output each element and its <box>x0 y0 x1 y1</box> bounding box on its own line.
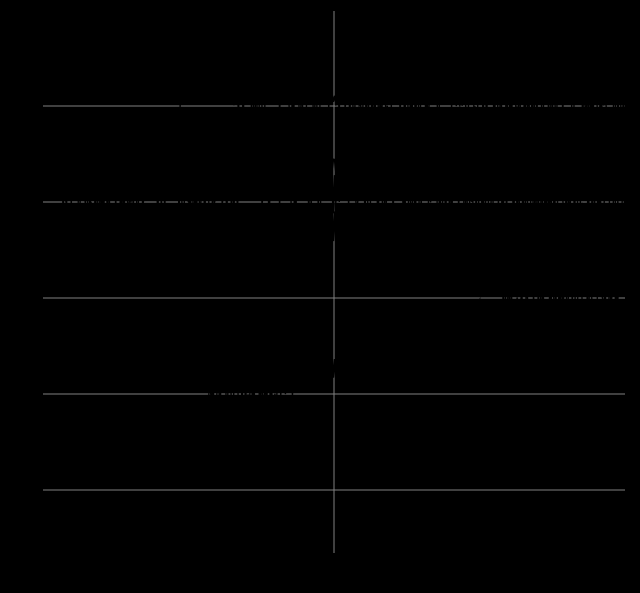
chart-svg <box>0 0 640 588</box>
noisy-line-chart <box>0 0 640 593</box>
